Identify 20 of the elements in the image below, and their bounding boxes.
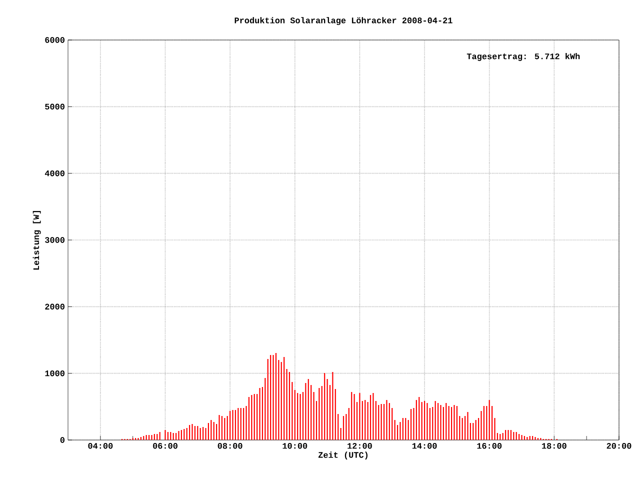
chart-title: Produktion Solaranlage Löhracker 2008-04-21	[234, 17, 452, 26]
y-tick-label: 3000	[45, 237, 64, 243]
x-tick-label: 18:00	[542, 443, 566, 449]
x-tick-label: 12:00	[348, 443, 372, 449]
y-tick-label: 6000	[45, 37, 64, 43]
x-tick-label: 06:00	[153, 443, 178, 449]
x-tick-label: 14:00	[412, 443, 437, 449]
annotation: Tagesertrag: 5.712 kWh	[466, 53, 580, 61]
y-tick-label: 1000	[45, 370, 64, 376]
y-tick-label: 2000	[45, 304, 64, 310]
x-tick-label: 04:00	[88, 443, 113, 449]
x-tick-label: 16:00	[477, 443, 502, 449]
y-axis-title: Leistung [W]	[32, 211, 41, 270]
x-tick-label: 08:00	[218, 443, 242, 449]
x-tick-label: 10:00	[282, 443, 308, 449]
x-axis-title: Zeit (UTC)	[318, 452, 368, 460]
y-tick-label: 5000	[45, 104, 64, 110]
y-tick-label: 0	[60, 437, 64, 443]
x-tick-label: 20:00	[606, 443, 632, 449]
y-tick-label: 4000	[44, 170, 64, 176]
